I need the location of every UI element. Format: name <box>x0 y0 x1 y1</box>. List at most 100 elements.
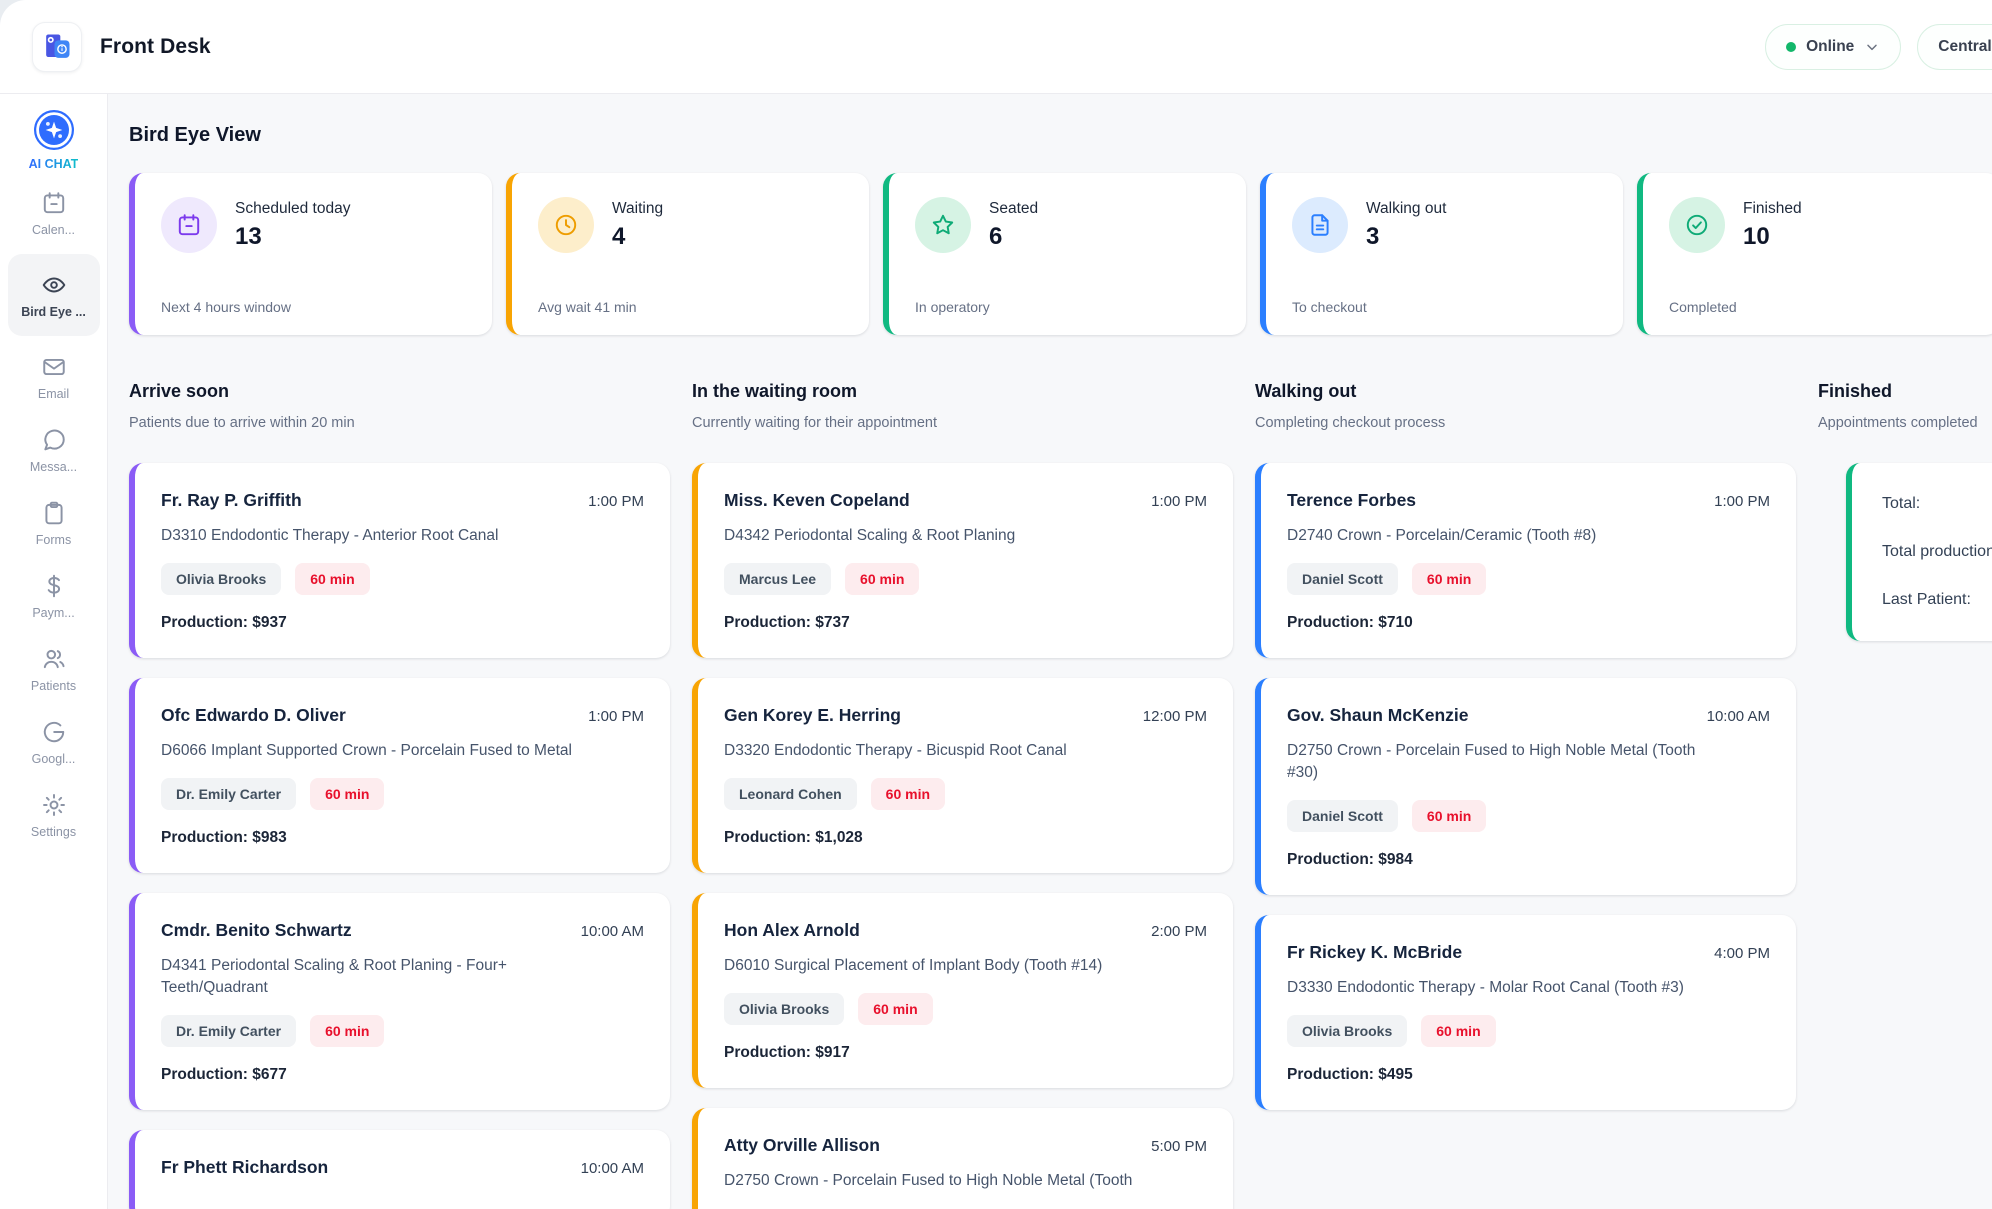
chevron-down-icon <box>1864 39 1880 55</box>
board-column: Walking out Completing checkout process … <box>1255 381 1796 1209</box>
column-subtitle: Patients due to arrive within 20 min <box>129 415 355 431</box>
column-title: Walking out <box>1255 381 1357 401</box>
procedure-text: D2750 Crown - Porcelain Fused to High No… <box>1287 742 1696 781</box>
provider-badge: Olivia Brooks <box>1287 1015 1408 1047</box>
sidebar-nav: AI CHAT Calen... Bird Eye ... Email Mess… <box>0 94 108 1209</box>
sidebar-item[interactable]: Calen... <box>8 181 100 245</box>
sidebar-item-label: Paym... <box>32 605 75 620</box>
patient-card[interactable]: Miss. Keven Copeland 1:00 PM D4342 Perio… <box>692 463 1233 658</box>
summary-total-label: Total: <box>1882 495 1921 512</box>
stat-subtitle: Completed <box>1669 299 1737 315</box>
sidebar-item[interactable]: Patients <box>8 637 100 701</box>
duration-badge: 60 min <box>310 778 385 810</box>
sidebar-item-icon <box>41 792 67 818</box>
sidebar-item[interactable]: Googl... <box>8 710 100 774</box>
provider-badge: Daniel Scott <box>1287 563 1398 595</box>
stat-subtitle: Avg wait 41 min <box>538 299 637 315</box>
sidebar-item[interactable]: Paym... <box>8 564 100 628</box>
stat-value: 4 <box>612 222 626 250</box>
patient-card[interactable]: Atty Orville Allison 5:00 PM D2750 Crown… <box>692 1108 1233 1209</box>
location-selector[interactable]: Central Par <box>1917 23 1992 70</box>
sidebar-item-icon <box>41 354 67 380</box>
patient-card[interactable]: Fr Phett Richardson 10:00 AM <box>129 1130 670 1209</box>
provider-badge: Marcus Lee <box>724 563 832 595</box>
patient-card[interactable]: Fr. Ray P. Griffith 1:00 PM D3310 Endodo… <box>129 463 670 658</box>
sidebar-item[interactable]: Email <box>8 345 100 409</box>
sidebar-item[interactable]: Messa... <box>8 418 100 482</box>
stat-subtitle: In operatory <box>915 299 990 315</box>
patient-card[interactable]: Ofc Edwardo D. Oliver 1:00 PM D6066 Impl… <box>129 678 670 873</box>
sidebar-item-label: Calen... <box>31 222 76 237</box>
sidebar-item[interactable]: Bird Eye ... <box>7 254 100 336</box>
appointment-time: 2:00 PM <box>1151 923 1207 940</box>
procedure-text: D4342 Periodontal Scaling & Root Planing <box>724 527 1016 544</box>
patient-name: Fr Phett Richardson <box>161 1157 329 1177</box>
badge-row: Dr. Emily Carter 60 min <box>161 778 644 810</box>
board-column: In the waiting room Currently waiting fo… <box>692 381 1233 1209</box>
stat-icon <box>161 197 217 253</box>
production-value: Production: $917 <box>724 1044 850 1061</box>
patient-name: Atty Orville Allison <box>724 1135 880 1155</box>
patient-name: Miss. Keven Copeland <box>724 490 910 510</box>
duration-badge: 60 min <box>1411 800 1487 832</box>
column-card-list: Terence Forbes 1:00 PM D2740 Crown - Por… <box>1255 463 1796 1110</box>
stat-subtitle: Next 4 hours window <box>161 299 291 315</box>
patient-card[interactable]: Total: Total production: Last Patient: <box>1846 463 1992 641</box>
stat-label: Finished <box>1743 199 1802 217</box>
column-title: In the waiting room <box>692 381 857 401</box>
badge-row: Marcus Lee 60 min <box>724 563 1207 595</box>
column-card-list: Fr. Ray P. Griffith 1:00 PM D3310 Endodo… <box>129 463 670 1209</box>
stat-card: Finished 10 Completed <box>1637 173 1992 335</box>
sidebar-item-label: Patients <box>30 678 77 693</box>
production-value: Production: $495 <box>1287 1066 1413 1083</box>
stat-value: 10 <box>1743 222 1770 250</box>
badge-row: Olivia Brooks 60 min <box>1287 1015 1770 1047</box>
sidebar-item-icon <box>41 427 67 453</box>
provider-badge: Olivia Brooks <box>724 993 845 1025</box>
stat-subtitle: To checkout <box>1292 299 1367 315</box>
patient-card[interactable]: Hon Alex Arnold 2:00 PM D6010 Surgical P… <box>692 893 1233 1088</box>
stat-icon <box>538 197 594 253</box>
provider-badge: Leonard Cohen <box>724 778 857 810</box>
stat-card: Walking out 3 To checkout <box>1260 173 1623 335</box>
stat-label: Waiting <box>612 199 664 217</box>
board-column: Arrive soon Patients due to arrive withi… <box>129 381 670 1209</box>
production-value: Production: $677 <box>161 1066 287 1083</box>
appointment-time: 5:00 PM <box>1151 1138 1207 1155</box>
column-card-list: Miss. Keven Copeland 1:00 PM D4342 Perio… <box>692 463 1233 1209</box>
stats-row: Scheduled today 13 Next 4 hours window W… <box>129 173 1992 335</box>
status-label: Online <box>1806 37 1855 55</box>
column-subtitle: Completing checkout process <box>1255 415 1446 431</box>
stat-icon <box>1292 197 1348 253</box>
sidebar-item[interactable]: Forms <box>8 491 100 555</box>
patient-name: Gov. Shaun McKenzie <box>1287 705 1469 725</box>
procedure-text: D2750 Crown - Porcelain Fused to High No… <box>724 1172 1133 1189</box>
stat-card: Waiting 4 Avg wait 41 min <box>506 173 869 335</box>
appointment-time: 10:00 AM <box>580 1160 644 1177</box>
patient-name: Cmdr. Benito Schwartz <box>161 920 352 940</box>
duration-badge: 60 min <box>870 778 946 810</box>
patient-board: Arrive soon Patients due to arrive withi… <box>129 381 1992 1209</box>
sidebar-item-icon <box>41 500 67 526</box>
patient-card[interactable]: Terence Forbes 1:00 PM D2740 Crown - Por… <box>1255 463 1796 658</box>
procedure-text: D6066 Implant Supported Crown - Porcelai… <box>161 742 572 759</box>
sidebar-item[interactable]: AI CHAT <box>8 108 100 172</box>
sidebar-item-icon <box>41 719 67 745</box>
duration-badge: 60 min <box>1411 563 1487 595</box>
summary-production-label: Total production: <box>1882 543 1992 560</box>
patient-card[interactable]: Cmdr. Benito Schwartz 10:00 AM D4341 Per… <box>129 893 670 1110</box>
sidebar-item-icon <box>41 646 67 672</box>
production-value: Production: $984 <box>1287 851 1413 868</box>
patient-card[interactable]: Fr Rickey K. McBride 4:00 PM D3330 Endod… <box>1255 915 1796 1110</box>
provider-badge: Dr. Emily Carter <box>161 778 297 810</box>
sidebar-item-icon <box>41 272 67 298</box>
appointment-time: 1:00 PM <box>1714 493 1770 510</box>
section-title: Bird Eye View <box>129 124 261 146</box>
online-status-dropdown[interactable]: Online <box>1765 23 1902 70</box>
patient-card[interactable]: Gen Korey E. Herring 12:00 PM D3320 Endo… <box>692 678 1233 873</box>
top-header: Front Desk Online Central Par <box>0 0 1992 94</box>
sidebar-item[interactable]: Settings <box>8 783 100 847</box>
procedure-text: D2740 Crown - Porcelain/Ceramic (Tooth #… <box>1287 527 1597 544</box>
patient-card[interactable]: Gov. Shaun McKenzie 10:00 AM D2750 Crown… <box>1255 678 1796 895</box>
